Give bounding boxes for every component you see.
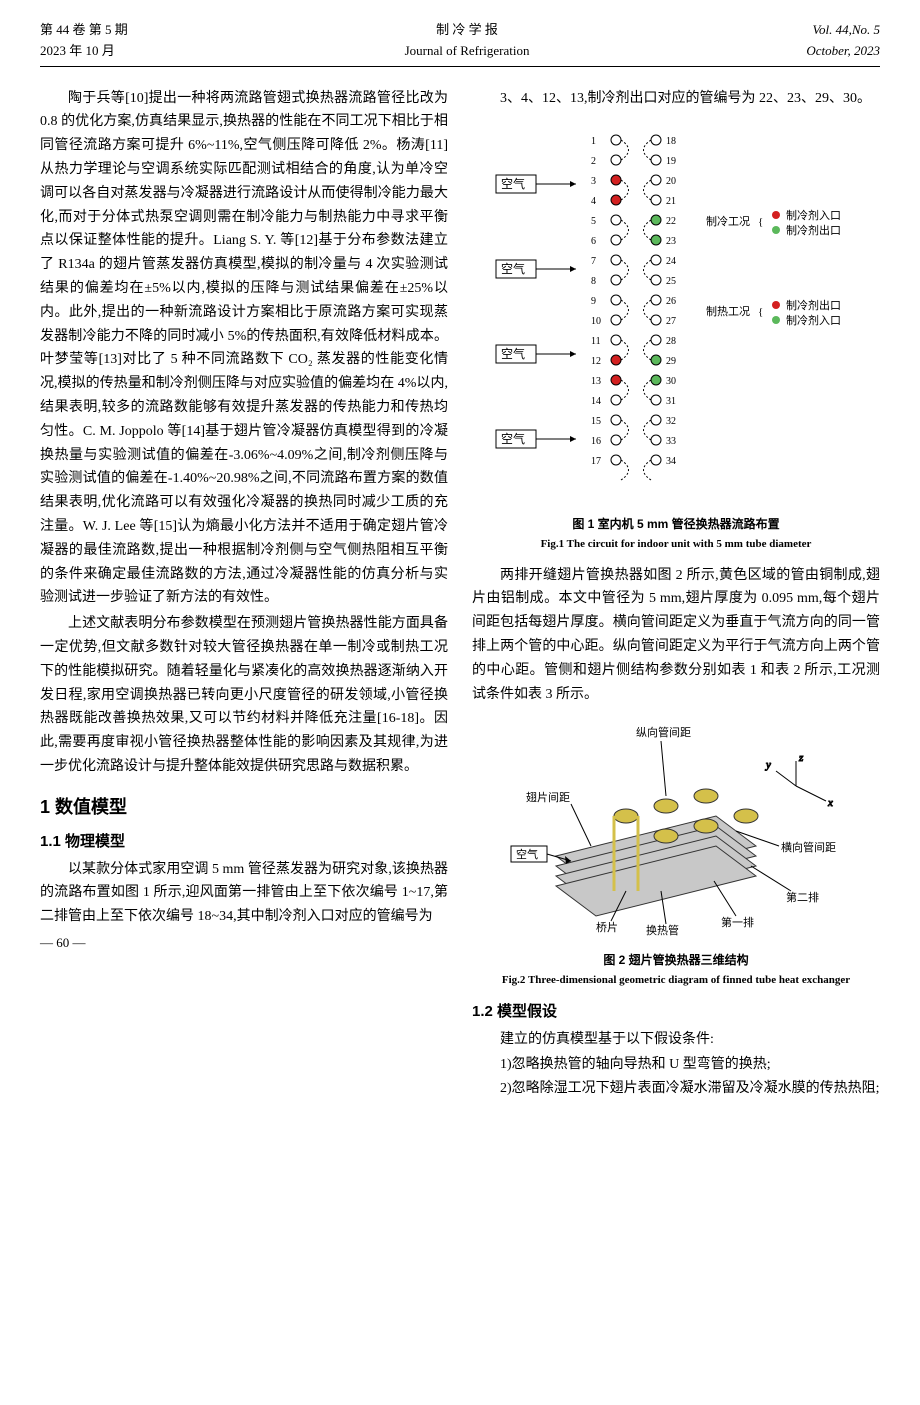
label-huanreguan: 换热管 xyxy=(646,923,679,936)
svg-text:31: 31 xyxy=(666,396,676,407)
legend-heat-title: 制热工况 xyxy=(706,305,750,318)
vol-en: Vol. 44,No. 5 xyxy=(806,20,880,41)
label-zongxiang: 纵向管间距 xyxy=(636,725,691,739)
svg-text:y: y xyxy=(765,759,771,771)
svg-text:18: 18 xyxy=(666,136,676,147)
fig1-svg: 1 18 2 19 3 20 4 21 5 22 6 23 7 24 8 25 9 26 10 27 11 28 12 29 1… xyxy=(486,120,866,500)
svg-text:30: 30 xyxy=(666,376,676,387)
section-1-2-heading: 1.2 模型假设 xyxy=(472,1000,880,1024)
svg-text:5: 5 xyxy=(591,216,596,227)
legend-heat-out: 制冷剂出口 xyxy=(786,298,841,312)
svg-text:19: 19 xyxy=(666,156,676,167)
journal-cn: 制 冷 学 报 xyxy=(405,20,530,41)
legend-cool-in: 制冷剂入口 xyxy=(786,208,841,222)
svg-text:28: 28 xyxy=(666,336,676,347)
svg-text:10: 10 xyxy=(591,316,601,327)
label-chipian: 翅片间距 xyxy=(526,790,570,804)
label-diyi: 第一排 xyxy=(721,915,754,929)
date-cn: 2023 年 10 月 xyxy=(40,41,128,62)
section-1-heading: 1 数值模型 xyxy=(40,793,448,822)
svg-text:{: { xyxy=(758,216,763,228)
assumption-1: 1)忽略换热管的轴向导热和 U 型弯管的换热; xyxy=(472,1053,880,1077)
figure-2: x y z 纵向管间距 翅片间距 空气 横向管间距 xyxy=(472,716,880,989)
svg-text:15: 15 xyxy=(591,416,601,427)
fig1-caption-cn: 图 1 室内机 5 mm 管径换热器流路布置 xyxy=(472,515,880,534)
svg-text:13: 13 xyxy=(591,376,601,387)
svg-text:12: 12 xyxy=(591,356,601,367)
svg-text:11: 11 xyxy=(591,336,601,347)
left-column: 陶于兵等[10]提出一种将两流路管翅式换热器流路管径比改为 0.8 的优化方案,… xyxy=(40,87,448,1101)
right-column: 3、4、12、13,制冷剂出口对应的管编号为 22、23、29、30。 1182… xyxy=(472,87,880,1101)
header-center: 制 冷 学 报 Journal of Refrigeration xyxy=(405,20,530,62)
date-en: October, 2023 xyxy=(806,41,880,62)
label-dier: 第二排 xyxy=(786,890,819,904)
svg-text:25: 25 xyxy=(666,276,676,287)
svg-text:21: 21 xyxy=(666,196,676,207)
svg-text:20: 20 xyxy=(666,176,676,187)
svg-text:8: 8 xyxy=(591,276,596,287)
label-hengxiang: 横向管间距 xyxy=(781,840,836,854)
assumption-2: 2)忽略除湿工况下翅片表面冷凝水滞留及冷凝水膜的传热热阻; xyxy=(472,1077,880,1101)
svg-text:14: 14 xyxy=(591,396,601,407)
fig2-svg: x y z 纵向管间距 翅片间距 空气 横向管间距 xyxy=(496,716,856,936)
para-r1: 3、4、12、13,制冷剂出口对应的管编号为 22、23、29、30。 xyxy=(472,87,880,111)
svg-text:1: 1 xyxy=(591,136,596,147)
vol-cn: 第 44 卷 第 5 期 xyxy=(40,20,128,41)
para-1: 陶于兵等[10]提出一种将两流路管翅式换热器流路管径比改为 0.8 的优化方案,… xyxy=(40,87,448,611)
svg-text:32: 32 xyxy=(666,416,676,427)
svg-text:33: 33 xyxy=(666,436,676,447)
air-label-4: 空气 xyxy=(501,431,525,446)
header-right: Vol. 44,No. 5 October, 2023 xyxy=(806,20,880,62)
fig2-caption-cn: 图 2 翅片管换热器三维结构 xyxy=(472,951,880,970)
label-kongqi: 空气 xyxy=(516,847,538,861)
header-left: 第 44 卷 第 5 期 2023 年 10 月 xyxy=(40,20,128,62)
para-3: 以某款分体式家用空调 5 mm 管径蒸发器为研究对象,该换热器的流路布置如图 1… xyxy=(40,858,448,929)
para-r3: 建立的仿真模型基于以下假设条件: xyxy=(472,1028,880,1052)
page-number: — 60 — xyxy=(40,933,448,954)
figure-1: 1 18 2 19 3 20 4 21 5 22 6 23 7 24 8 25 9 26 10 27 11 28 12 29 1… xyxy=(472,120,880,553)
legend-cool-title: 制冷工况 xyxy=(706,215,750,228)
para-r2: 两排开缝翅片管换热器如图 2 所示,黄色区域的管由铜制成,翅片由铝制成。本文中管… xyxy=(472,564,880,707)
svg-text:26: 26 xyxy=(666,296,676,307)
fig2-caption-en: Fig.2 Three-dimensional geometric diagra… xyxy=(472,972,880,990)
air-label-3: 空气 xyxy=(501,346,525,361)
svg-text:z: z xyxy=(798,752,804,764)
journal-en: Journal of Refrigeration xyxy=(405,41,530,62)
svg-text:7: 7 xyxy=(591,256,596,267)
label-qiaopian: 桥片 xyxy=(596,921,618,934)
air-label-2: 空气 xyxy=(501,261,525,276)
svg-text:3: 3 xyxy=(591,176,596,187)
svg-text:{: { xyxy=(758,306,763,318)
page-header: 第 44 卷 第 5 期 2023 年 10 月 制 冷 学 报 Journal… xyxy=(40,20,880,67)
svg-text:27: 27 xyxy=(666,316,676,327)
svg-text:9: 9 xyxy=(591,296,596,307)
air-label-1: 空气 xyxy=(501,176,525,191)
svg-text:22: 22 xyxy=(666,216,676,227)
svg-text:17: 17 xyxy=(591,456,601,467)
legend-heat-in: 制冷剂入口 xyxy=(786,313,841,327)
legend-cool-out: 制冷剂出口 xyxy=(786,223,841,237)
svg-text:24: 24 xyxy=(666,256,676,267)
svg-text:34: 34 xyxy=(666,456,676,467)
fig1-caption-en: Fig.1 The circuit for indoor unit with 5… xyxy=(472,536,880,554)
svg-text:23: 23 xyxy=(666,236,676,247)
svg-text:6: 6 xyxy=(591,236,596,247)
para-2: 上述文献表明分布参数模型在预测翅片管换热器性能方面具备一定优势,但文献多数针对较… xyxy=(40,612,448,779)
section-1-1-heading: 1.1 物理模型 xyxy=(40,830,448,854)
svg-text:4: 4 xyxy=(591,196,596,207)
svg-text:x: x xyxy=(827,797,833,809)
svg-text:2: 2 xyxy=(591,156,596,167)
svg-text:29: 29 xyxy=(666,356,676,367)
svg-text:16: 16 xyxy=(591,436,601,447)
